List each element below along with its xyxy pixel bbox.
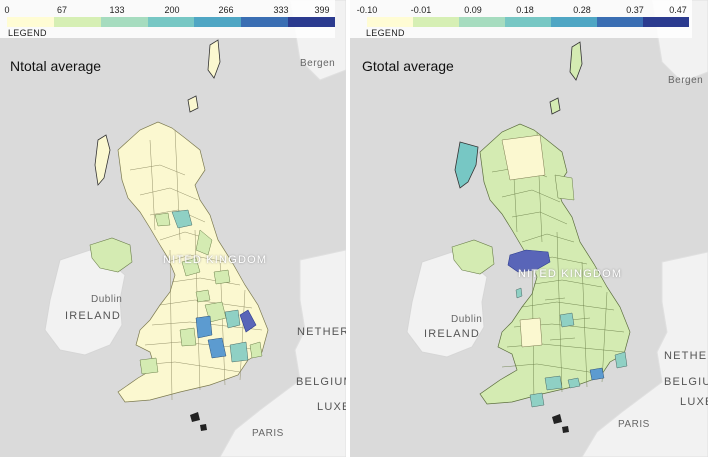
map-title: Ntotal average [10,58,102,74]
map-title: Gtotal average [362,58,454,74]
legend-swatch [597,17,643,27]
legend-color-bar [7,17,336,27]
legend-swatch [100,17,148,27]
place-label-united-kingdom: NITED KINGDOM [163,254,268,266]
legend-ticks: 0 67 133 200 266 333 399 [0,5,335,17]
legend-tick: 133 [109,5,125,15]
legend-tick: 0.28 [573,5,591,15]
place-label-paris: PARIS [618,419,650,430]
legend-tick: 333 [273,5,289,15]
place-label-netherlands: NETHERLAN [297,326,346,338]
legend-swatch [241,17,289,27]
legend-swatch [194,17,242,27]
place-label-bergen: Bergen [300,58,336,69]
legend-tick: 0.09 [464,5,482,15]
map-canvas[interactable] [350,0,708,457]
legend: 0 67 133 200 266 333 399 LEGEND [0,0,336,38]
place-label-united-kingdom: NITED KINGDOM [518,268,623,280]
legend-swatch [7,17,54,27]
legend-color-bar [367,17,689,27]
legend-swatch [459,17,505,27]
legend: -0.10 -0.01 0.09 0.18 0.28 0.37 0.47 LEG… [350,0,692,38]
place-label-belgium: BELGIUM [296,376,346,388]
legend-title: LEGEND [8,28,47,38]
place-label-dublin: Dublin [451,314,483,325]
legend-tick: 0 [4,5,10,15]
legend-tick: -0.10 [356,5,378,15]
legend-tick: 266 [218,5,234,15]
panel-divider [346,0,350,457]
legend-swatch [551,17,597,27]
map-panel-ntotal[interactable]: 0 67 133 200 266 333 399 LEGEND Ntotal a… [0,0,346,457]
place-label-luxembourg: LUXEM [680,396,708,408]
legend-swatch [413,17,459,27]
place-label-ireland: IRELAND [65,310,122,322]
place-label-dublin: Dublin [91,294,123,305]
legend-swatch [367,17,413,27]
legend-swatch [643,17,689,27]
place-label-bergen: Bergen [668,75,704,86]
legend-ticks: -0.10 -0.01 0.09 0.18 0.28 0.37 0.47 [350,5,692,17]
legend-tick: 67 [56,5,68,15]
place-label-luxembourg: LUXEM [317,401,346,413]
legend-tick: 0.37 [626,5,644,15]
legend-swatch [288,17,336,27]
legend-tick: 0.18 [516,5,534,15]
legend-swatch [505,17,551,27]
map-panel-gtotal[interactable]: -0.10 -0.01 0.09 0.18 0.28 0.37 0.47 LEG… [350,0,708,457]
legend-tick: 200 [164,5,180,15]
place-label-belgium: BELGIUM [664,376,708,388]
legend-tick: -0.01 [410,5,432,15]
place-label-ireland: IRELAND [424,328,481,340]
place-label-paris: PARIS [252,428,284,439]
place-label-netherlands: NETHERLAN [664,350,708,362]
legend-swatch [147,17,195,27]
legend-title: LEGEND [366,28,405,38]
legend-swatch [53,17,101,27]
legend-tick: 399 [314,5,330,15]
legend-tick: 0.47 [669,5,687,15]
